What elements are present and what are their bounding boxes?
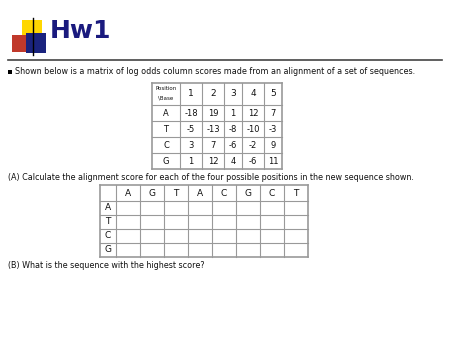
Text: (B) What is the sequence with the highest score?: (B) What is the sequence with the highes…	[8, 261, 205, 270]
Text: Shown below is a matrix of log odds column scores made from an alignment of a se: Shown below is a matrix of log odds colu…	[15, 68, 415, 76]
Text: -3: -3	[269, 124, 277, 134]
Text: -2: -2	[249, 141, 257, 149]
Text: 19: 19	[208, 108, 218, 118]
Bar	[22, 20, 42, 40]
Text: A: A	[125, 189, 131, 197]
Text: 9: 9	[270, 141, 275, 149]
Text: (A) Calculate the alignment score for each of the four possible positions in the: (A) Calculate the alignment score for ea…	[8, 173, 414, 182]
Text: 12: 12	[248, 108, 258, 118]
Text: 1: 1	[189, 156, 194, 166]
Text: T: T	[293, 189, 299, 197]
Text: 7: 7	[210, 141, 216, 149]
Text: T: T	[163, 124, 168, 134]
Text: 11: 11	[268, 156, 278, 166]
Text: G: G	[163, 156, 169, 166]
Text: -10: -10	[246, 124, 260, 134]
Text: -13: -13	[206, 124, 220, 134]
Text: -6: -6	[249, 156, 257, 166]
Text: A: A	[197, 189, 203, 197]
Text: 3: 3	[230, 90, 236, 98]
Text: A: A	[163, 108, 169, 118]
Text: 5: 5	[270, 90, 276, 98]
Text: -6: -6	[229, 141, 237, 149]
Text: G: G	[244, 189, 252, 197]
Text: 12: 12	[208, 156, 218, 166]
Text: A: A	[105, 203, 111, 213]
Text: C: C	[269, 189, 275, 197]
Text: -18: -18	[184, 108, 198, 118]
Text: 1: 1	[188, 90, 194, 98]
Text: Position: Position	[155, 87, 176, 92]
Text: 1: 1	[230, 108, 236, 118]
Text: 2: 2	[210, 90, 216, 98]
Text: -8: -8	[229, 124, 237, 134]
Bar	[12, 35, 29, 52]
Text: 3: 3	[188, 141, 194, 149]
Text: \Base: \Base	[158, 96, 174, 100]
Bar	[26, 33, 46, 53]
Text: T: T	[105, 217, 111, 226]
Text: G: G	[104, 245, 112, 255]
Text: Hw1: Hw1	[50, 19, 112, 43]
Text: T: T	[173, 189, 179, 197]
Text: C: C	[105, 232, 111, 241]
Text: C: C	[163, 141, 169, 149]
Text: 4: 4	[250, 90, 256, 98]
Bar	[8, 70, 12, 74]
Text: G: G	[148, 189, 156, 197]
Text: -5: -5	[187, 124, 195, 134]
Text: C: C	[221, 189, 227, 197]
Text: 7: 7	[270, 108, 276, 118]
Text: 4: 4	[230, 156, 236, 166]
